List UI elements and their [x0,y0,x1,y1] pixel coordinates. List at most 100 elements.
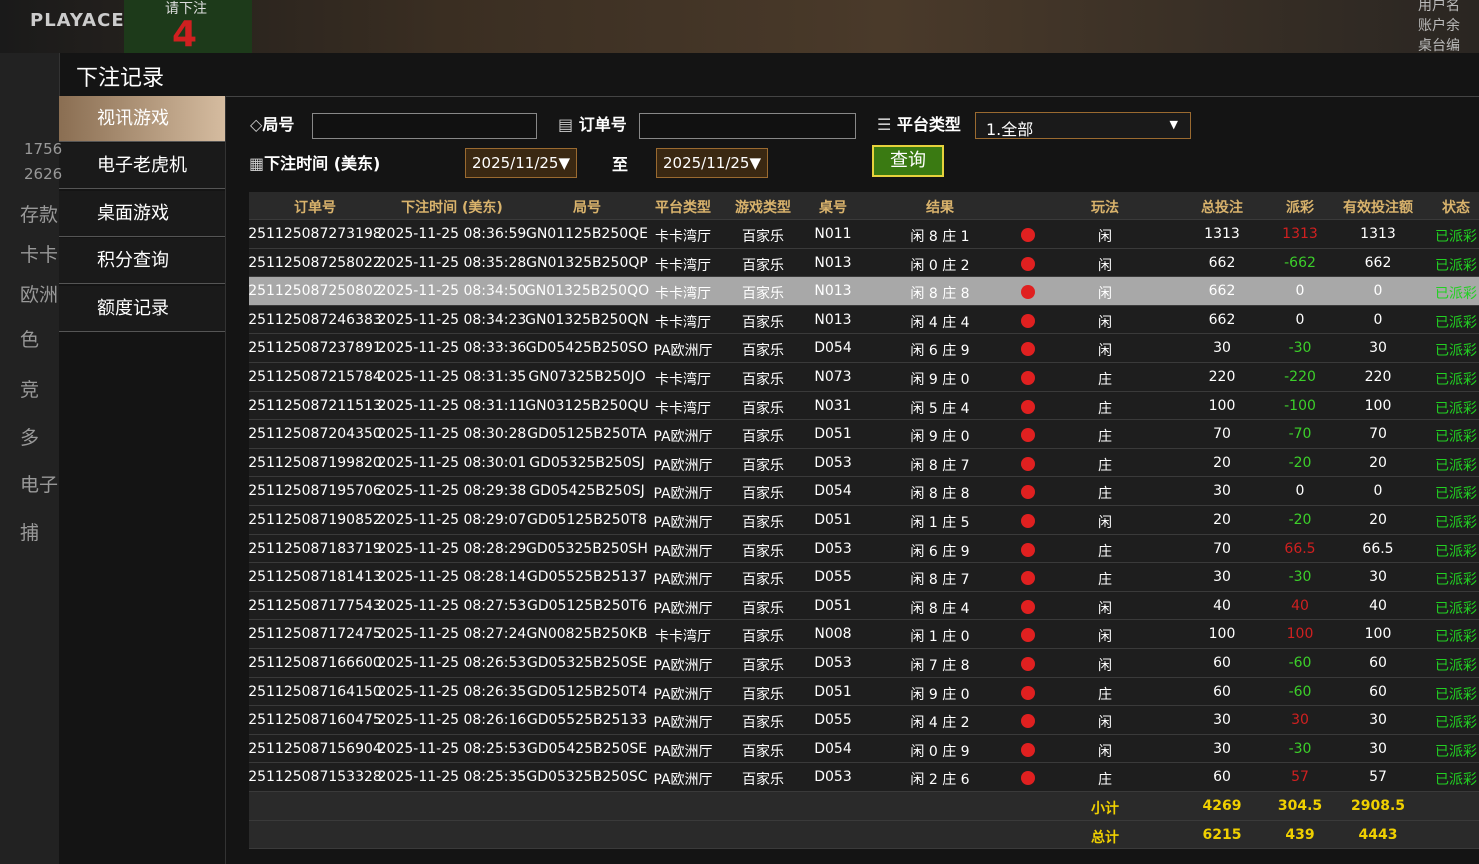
table-cell: 251125087204350 [248,426,382,443]
table-row[interactable] [249,734,1479,764]
order-input[interactable] [639,113,856,139]
nav-item[interactable]: 电子老虎机 [59,143,225,190]
table-cell: 0 [1373,283,1383,300]
replay-icon[interactable] [1021,514,1035,528]
table-cell: 60 [1369,655,1387,671]
table-cell: 闲 [1098,314,1112,331]
replay-icon[interactable] [1021,285,1035,300]
table-cell: 100 [1364,626,1392,643]
replay-icon[interactable] [1021,399,1035,414]
replay-icon[interactable] [1021,742,1035,757]
table-row[interactable] [249,677,1479,707]
date-from[interactable]: 2025/11/25▼ [465,148,577,178]
table-row[interactable] [249,220,1479,249]
replay-icon[interactable] [1021,228,1035,242]
table-cell: PA欧洲厅 [653,457,713,474]
table-cell: -662 [1284,254,1316,271]
replay-icon[interactable] [1021,485,1035,500]
nav-item[interactable]: 视讯游戏 [59,96,225,142]
table-cell: 闲 1 庄 0 [910,629,970,646]
table-cell: D053 [814,655,852,671]
table-cell: 已派彩 [1435,600,1477,617]
table-cell: 闲 4 庄 2 [910,715,970,732]
round-input[interactable] [312,113,537,139]
summary-value: 304.5 [1277,798,1323,814]
replay-icon[interactable] [1021,542,1035,557]
table-row[interactable] [249,591,1479,621]
replay-icon[interactable] [1021,256,1035,271]
table-row[interactable] [249,448,1479,478]
replay-icon[interactable] [1021,371,1035,385]
table-row[interactable] [249,563,1479,592]
replay-icon[interactable] [1021,456,1035,471]
table-cell: 闲 [1098,515,1112,531]
table-cell: 闲 8 庄 8 [910,286,970,303]
table-row[interactable] [249,706,1479,735]
nav-item[interactable]: 桌面游戏 [59,190,225,237]
replay-icon[interactable] [1021,628,1035,643]
replay-icon[interactable] [1021,714,1035,729]
table-row[interactable] [249,420,1479,449]
table-cell: 251125087156904 [248,740,382,757]
replay-icon[interactable] [1021,657,1035,671]
table-cell: 1313 [1204,226,1240,242]
table-row[interactable] [249,248,1479,278]
table-cell: 30 [1369,712,1387,729]
table-cell: 百家乐 [742,229,784,245]
table-cell: 30 [1213,340,1231,357]
table-cell: -30 [1288,340,1312,357]
header-row [249,192,1479,220]
table-cell: 2025-11-25 08:26:53 [377,655,527,671]
table-cell: 30 [1369,740,1387,757]
table-cell: 57 [1369,769,1387,786]
table-row[interactable] [249,391,1479,421]
replay-icon[interactable] [1021,685,1035,700]
date-to[interactable]: 2025/11/25▼ [656,148,768,178]
table-cell: 0 [1373,311,1383,328]
table-cell: 40 [1291,597,1309,614]
table-cell: 闲 9 庄 0 [910,372,970,388]
table-cell: 30 [1213,483,1231,500]
table-cell: 已派彩 [1435,686,1477,703]
replay-icon[interactable] [1021,428,1035,443]
table-cell: 60 [1213,769,1231,786]
table-row[interactable] [249,649,1479,678]
table-cell: GD05125B250T6 [527,597,647,614]
table-cell: 2025-11-25 08:28:14 [377,569,527,586]
table-row[interactable] [249,277,1479,306]
table-cell: 2025-11-25 08:36:59 [377,226,527,242]
table-cell: 庄 [1098,400,1112,417]
table-cell: D053 [814,540,852,557]
table-cell: N013 [814,283,852,300]
table-cell: -30 [1288,740,1312,757]
table-cell: 251125087177543 [248,597,382,614]
nav-item[interactable]: 额度记录 [59,285,225,332]
table-cell: 庄 [1098,486,1112,503]
table-row[interactable] [249,620,1479,649]
table-row[interactable] [249,763,1479,792]
table-cell: PA欧洲厅 [653,743,713,760]
replay-icon[interactable] [1021,599,1035,614]
table-row[interactable] [249,305,1479,335]
platform-select[interactable]: 1.全部 ▼ [975,112,1191,139]
nav-item[interactable]: 积分查询 [59,238,225,285]
replay-icon[interactable] [1021,771,1035,786]
table-row[interactable] [249,534,1479,564]
query-button[interactable]: 查询 [872,145,944,177]
table-row[interactable] [249,363,1479,392]
table-row[interactable] [249,477,1479,506]
table-cell: 251125087183719 [248,540,382,557]
replay-icon[interactable] [1021,571,1035,586]
table-cell: N073 [814,369,852,385]
table-row[interactable] [249,506,1479,535]
table-cell: 20 [1213,512,1231,528]
table-cell: 百家乐 [742,457,784,474]
table-cell: 百家乐 [742,600,784,617]
column-header: 玩法 [1091,200,1119,216]
table-row[interactable] [249,334,1479,363]
label-text: 局号 [262,115,295,134]
replay-icon[interactable] [1021,342,1035,357]
table-cell: 闲 0 庄 2 [910,257,970,274]
replay-icon[interactable] [1021,313,1035,328]
column-header: 桌号 [819,200,847,216]
